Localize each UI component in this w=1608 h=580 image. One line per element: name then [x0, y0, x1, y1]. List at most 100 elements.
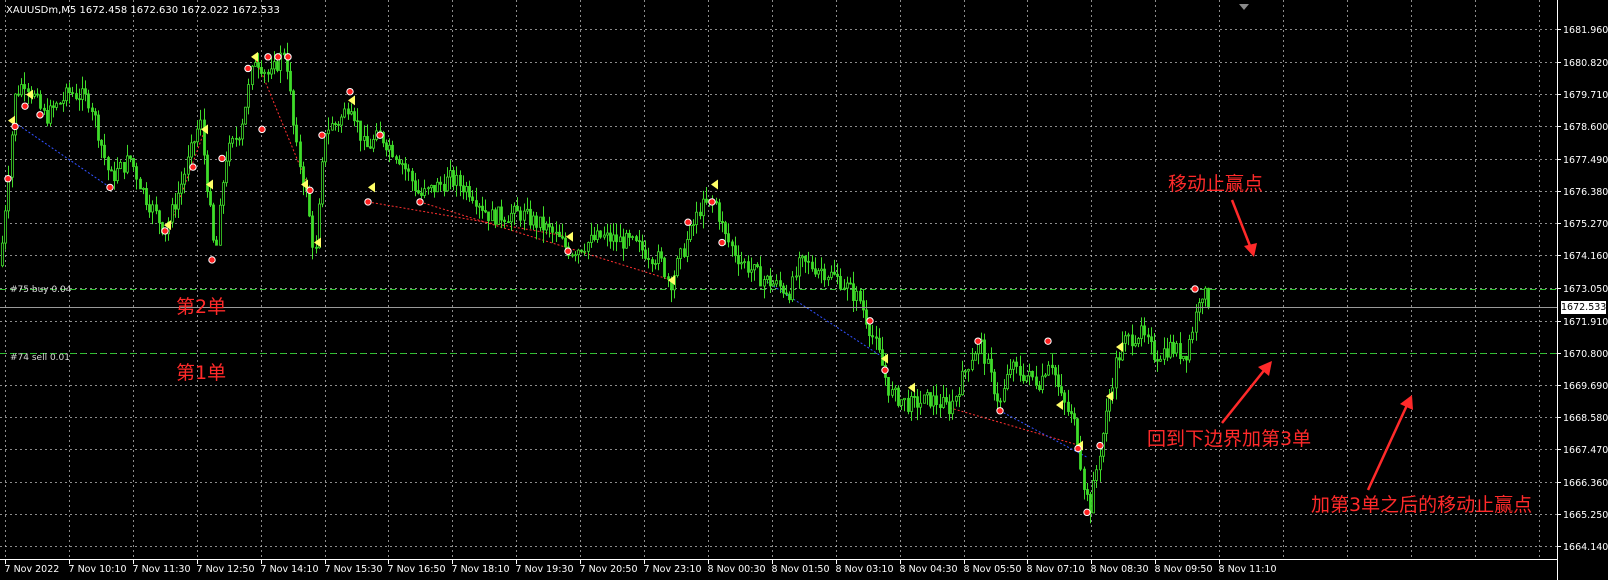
time-label: 7 Nov 10:10: [69, 564, 127, 575]
candle-body: [347, 108, 350, 115]
candle-body: [606, 232, 609, 236]
candle-body: [519, 210, 522, 221]
candle-body: [865, 309, 868, 325]
time-label: 8 Nov 07:10: [1027, 564, 1085, 575]
candle-body: [151, 204, 154, 213]
candle-body: [331, 123, 334, 131]
candle-body: [795, 275, 798, 278]
candle-body: [523, 210, 526, 221]
price-label: 1666.360: [1563, 478, 1608, 489]
candle-body: [1134, 343, 1137, 347]
candle-body: [254, 62, 257, 67]
candle-body: [919, 402, 922, 408]
candle-body: [385, 142, 388, 151]
candle-body: [939, 404, 942, 408]
candle-body: [244, 106, 247, 125]
candle-body: [177, 192, 180, 210]
buy-arrow-icon: [348, 95, 355, 106]
candle-body: [836, 273, 839, 277]
candle-body: [420, 192, 423, 196]
candle-body: [782, 285, 785, 294]
arrowhead-trailing: [1244, 243, 1257, 257]
candle-body: [599, 230, 602, 238]
sell-dot-icon: [416, 198, 424, 206]
candle-body: [676, 258, 679, 276]
candle-body: [318, 203, 321, 249]
candle-body: [417, 190, 420, 194]
time-label: 7 Nov 14:10: [261, 564, 319, 575]
candle-body: [439, 181, 442, 185]
candle-body: [1124, 335, 1127, 344]
candle-body: [545, 223, 548, 231]
candle-body: [33, 93, 36, 97]
candle-body: [948, 401, 951, 415]
candle-body: [1, 242, 4, 267]
candle-body: [228, 142, 231, 162]
candle-body: [542, 216, 545, 231]
candle-body: [1140, 325, 1143, 339]
candle-body: [705, 198, 708, 203]
candle-body: [817, 270, 820, 275]
candle-body: [465, 186, 468, 193]
candle-body: [145, 188, 148, 206]
sell-dot-icon: [189, 163, 197, 171]
arrowhead-after-third: [1400, 395, 1413, 410]
candle-body: [971, 359, 974, 370]
candle-body: [1099, 455, 1102, 471]
candle-body: [999, 400, 1002, 403]
buy-arrow-icon: [1106, 391, 1113, 402]
buy-arrow-icon: [566, 231, 573, 242]
buy-arrow-icon: [8, 115, 15, 126]
candle-body: [363, 136, 366, 141]
candle-body: [647, 257, 650, 260]
sell-dot-icon: [284, 53, 292, 61]
candle-body: [372, 139, 375, 149]
candle-body: [587, 242, 590, 252]
candle-body: [555, 231, 558, 234]
candle-body: [1006, 374, 1009, 390]
sell-dot-icon: [11, 122, 19, 131]
candle-body: [964, 370, 967, 373]
candle-body: [190, 142, 193, 158]
candle-body: [1115, 357, 1118, 389]
time-axis[interactable]: 7 Nov 2022 7 Nov 10:10 7 Nov 11:30 7 Nov 12…: [0, 559, 1558, 575]
candle-body: [497, 206, 500, 225]
candle-body: [225, 160, 228, 184]
candle-body: [603, 234, 606, 238]
annotation-after-third: 加第3单之后的移动止赢点: [1311, 494, 1533, 516]
time-label: 7 Nov 2022: [5, 564, 60, 575]
candle-body: [583, 250, 586, 253]
candle-body: [753, 264, 756, 271]
sell-dot-icon: [258, 125, 266, 134]
time-label: 7 Nov 19:30: [516, 564, 574, 575]
candle-body: [807, 260, 810, 263]
price-axis[interactable]: 1681.960 1680.820 1679.710 1678.600 1677.490…: [1557, 0, 1608, 580]
candle-body: [81, 88, 84, 100]
candle-body: [78, 98, 81, 101]
candle-body: [686, 239, 689, 257]
candle-body: [411, 170, 414, 182]
candle-body: [734, 245, 737, 256]
candle-body: [612, 234, 615, 242]
candle-body: [199, 119, 202, 130]
chart-shift-icon[interactable]: [1239, 4, 1249, 10]
candle-body: [84, 88, 87, 95]
candle-body: [251, 65, 254, 85]
candle-body: [71, 92, 74, 94]
candle-body: [449, 170, 452, 178]
candle-body: [337, 123, 340, 126]
candle-body: [1073, 413, 1076, 420]
candle-body: [1137, 338, 1140, 344]
candle-body: [4, 210, 7, 244]
candle-body: [814, 268, 817, 275]
candle-body: [270, 68, 273, 75]
candle-body: [193, 141, 196, 144]
candle-body: [1169, 341, 1172, 358]
candle-body: [667, 276, 670, 280]
price-label: 1668.580: [1563, 413, 1608, 424]
candle-body: [158, 210, 161, 223]
candle-body: [967, 368, 970, 372]
candle-body: [443, 183, 446, 192]
